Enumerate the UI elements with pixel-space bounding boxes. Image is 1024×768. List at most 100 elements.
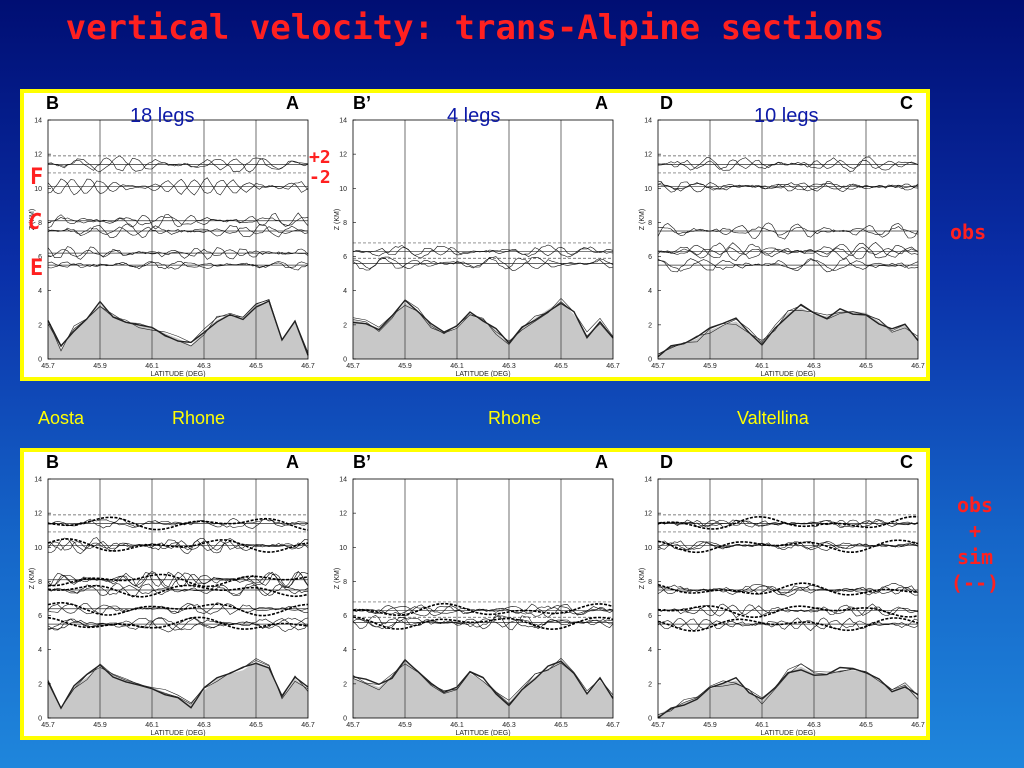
corner-label-left: D	[660, 452, 673, 472]
velocity-trace	[47, 212, 309, 230]
y-tick-label: 2	[648, 681, 652, 688]
y-tick-label: 8	[38, 220, 42, 227]
velocity-trace	[657, 519, 919, 528]
minus2-marker: -2	[309, 167, 331, 188]
x-tick-label: 46.5	[554, 722, 568, 729]
x-tick-label: 46.1	[145, 363, 159, 370]
terrain-area	[658, 307, 918, 359]
plot-sim-d-c: 0 2 4 6 8 10 12 14 45.7 45.9 46.1 46.3 46.5 46.7 LATIT…	[634, 452, 934, 736]
x-tick-label: 46.3	[502, 363, 516, 370]
legend-line: sim	[956, 545, 994, 569]
velocity-trace	[47, 246, 309, 260]
x-tick-label: 46.5	[249, 722, 263, 729]
region-rhone-1: Rhone	[172, 408, 226, 428]
legs-label: 18 legs	[130, 105, 195, 127]
x-tick-label: 45.7	[346, 363, 360, 370]
terrain-profile	[47, 299, 309, 355]
plot-obs-b2-a: 0 2 4 6 8 10 12 14 45.7 45.9 46.1 46.3 46.5 46.7 LATIT…	[329, 93, 629, 377]
x-axis-label: LATITUDE (DEG)	[760, 371, 815, 377]
y-tick-label: 10	[34, 545, 42, 552]
y-tick-label: 10	[644, 545, 652, 552]
x-tick-label: 45.9	[703, 363, 717, 370]
corner-label-right: C	[900, 93, 913, 113]
velocity-trace	[47, 584, 309, 596]
velocity-trace	[47, 179, 309, 195]
x-tick-label: 46.1	[145, 722, 159, 729]
legend-line: +	[968, 519, 982, 543]
y-tick-label: 10	[644, 186, 652, 193]
velocity-trace	[657, 618, 919, 630]
plot-frame	[352, 119, 614, 360]
x-axis-label: LATITUDE (DEG)	[150, 371, 205, 377]
x-tick-label: 45.7	[41, 363, 55, 370]
x-tick-label: 46.5	[554, 363, 568, 370]
x-tick-label: 46.3	[502, 722, 516, 729]
obs-label: obs	[950, 220, 987, 244]
velocity-trace	[657, 603, 919, 619]
terrain-profile	[47, 300, 309, 356]
corner-label-right: A	[595, 93, 608, 113]
velocity-trace	[657, 604, 919, 617]
velocity-trace	[47, 157, 309, 173]
obs-panel: 0 2 4 6 8 10 12 14 45.7 45.9 46.1 46.3 46.5 46.7 LATIT…	[24, 93, 926, 377]
velocity-trace	[47, 226, 309, 236]
y-axis-label: Z (KM)	[334, 568, 341, 589]
velocity-trace	[657, 226, 919, 236]
y-tick-label: 12	[339, 152, 347, 159]
corner-label-right: A	[286, 452, 299, 472]
x-tick-label: 46.1	[450, 363, 464, 370]
y-tick-label: 0	[648, 357, 652, 364]
x-tick-label: 45.7	[651, 722, 665, 729]
velocity-trace	[47, 177, 309, 196]
plot-frame	[352, 478, 614, 719]
corner-label-right: C	[900, 452, 913, 472]
x-tick-label: 45.7	[41, 722, 55, 729]
velocity-trace	[657, 519, 919, 528]
simulated-trace	[657, 539, 919, 554]
x-tick-label: 46.7	[301, 722, 315, 729]
y-tick-label: 14	[339, 477, 347, 484]
x-tick-label: 46.3	[197, 363, 211, 370]
x-tick-label: 46.1	[450, 722, 464, 729]
simulated-trace	[657, 605, 919, 618]
x-tick-label: 46.7	[301, 363, 315, 370]
y-tick-label: 4	[38, 288, 42, 295]
y-tick-label: 2	[648, 322, 652, 329]
velocity-trace	[47, 537, 309, 555]
x-axis-label: LATITUDE (DEG)	[455, 371, 510, 377]
region-valtellina: Valtellina	[737, 408, 809, 428]
terrain-area	[48, 661, 308, 718]
terrain-area	[353, 301, 613, 359]
velocity-trace	[47, 570, 309, 589]
x-axis-label: LATITUDE (DEG)	[150, 730, 205, 736]
x-tick-label: 45.9	[398, 363, 412, 370]
region-aosta: Aosta	[38, 408, 85, 428]
chart-obs-b2-a: 0 2 4 6 8 10 12 14 45.7 45.9 46.1 46.3 46.5 46.7 LATIT…	[334, 118, 620, 378]
velocity-trace	[657, 159, 919, 170]
terrain-profile	[657, 310, 919, 355]
velocity-trace	[47, 215, 309, 226]
velocity-trace	[47, 261, 309, 271]
plot-obs-b-a: 0 2 4 6 8 10 12 14 45.7 45.9 46.1 46.3 46.5 46.7 LATIT…	[24, 93, 324, 377]
y-tick-label: 10	[339, 545, 347, 552]
x-tick-label: 46.5	[859, 722, 873, 729]
corner-label-right: A	[595, 452, 608, 472]
x-tick-label: 46.3	[197, 722, 211, 729]
simulated-trace	[47, 538, 309, 553]
obs-panel-frame: 0 2 4 6 8 10 12 14 45.7 45.9 46.1 46.3 46.5 46.7 LATIT…	[20, 89, 930, 381]
legs-label: 4 legs	[447, 105, 501, 127]
x-axis-label: LATITUDE (DEG)	[760, 730, 815, 736]
y-tick-label: 0	[648, 716, 652, 723]
y-tick-label: 8	[343, 220, 347, 227]
y-tick-label: 2	[343, 322, 347, 329]
velocity-trace	[352, 246, 614, 257]
legs-label: 10 legs	[754, 105, 819, 127]
x-tick-label: 46.1	[755, 363, 769, 370]
terrain-profile	[352, 297, 614, 342]
velocity-trace	[657, 585, 919, 595]
y-tick-label: 8	[38, 579, 42, 586]
x-tick-label: 46.5	[249, 363, 263, 370]
label-E: E	[30, 256, 44, 281]
y-tick-label: 8	[648, 220, 652, 227]
label-F: F	[30, 165, 44, 190]
